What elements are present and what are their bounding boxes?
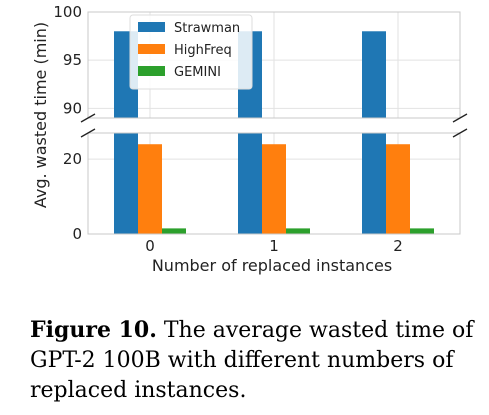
axis-break-marks (80, 113, 468, 138)
tick-labels: 90 95 100 0 20 0 1 2 (53, 3, 402, 255)
bar-gemini-1 (286, 228, 310, 234)
bar-highfreq-1 (262, 144, 286, 234)
panel-frames (87, 11, 461, 235)
axis-break-mark (452, 128, 468, 138)
axis-break-mark (452, 113, 468, 123)
lower-panel-frame (87, 132, 461, 235)
x-axis-label: Number of replaced instances (152, 256, 392, 275)
bar-strawman-1 (238, 133, 262, 234)
legend-swatch-strawman (138, 22, 165, 32)
axis-break-mark (80, 113, 96, 123)
bar-gemini-2 (410, 228, 434, 234)
legend-label-gemini: GEMINI (174, 65, 221, 80)
y-tick-label: 20 (63, 150, 82, 168)
bar-strawman-0 (114, 133, 138, 234)
legend-label-highfreq: HighFreq (174, 43, 232, 58)
y-tick-label: 90 (63, 99, 82, 117)
bar-strawman-2-upper (362, 31, 386, 118)
bar-gemini-0 (162, 228, 186, 234)
x-tick-label: 2 (393, 237, 403, 255)
bar-chart: 90 95 100 0 20 0 1 2 Number of replaced instanc… (31, 3, 468, 275)
y-axis-label: Avg. wasted time (min) (31, 22, 50, 208)
x-tick-label: 0 (145, 237, 155, 255)
caption-label: Figure 10. (30, 317, 157, 343)
legend-label-strawman: Strawman (174, 21, 240, 36)
upper-panel-frame (87, 11, 461, 119)
legend-swatch-gemini (138, 66, 165, 76)
x-tick-label: 1 (269, 237, 279, 255)
caption-text: The average wasted time of GPT-2 100B wi… (30, 318, 474, 403)
figure-caption: Figure 10. The average wasted time of GP… (30, 315, 475, 406)
legend: Strawman HighFreq GEMINI (129, 14, 253, 90)
bars (114, 31, 434, 234)
y-tick-label: 0 (72, 225, 82, 243)
bar-highfreq-0 (138, 144, 162, 234)
y-tick-label: 100 (53, 3, 82, 21)
bar-highfreq-2 (386, 144, 410, 234)
bar-strawman-2 (362, 133, 386, 234)
legend-swatch-highfreq (138, 44, 165, 54)
y-tick-label: 95 (63, 51, 82, 69)
axis-break-mark (80, 128, 96, 138)
